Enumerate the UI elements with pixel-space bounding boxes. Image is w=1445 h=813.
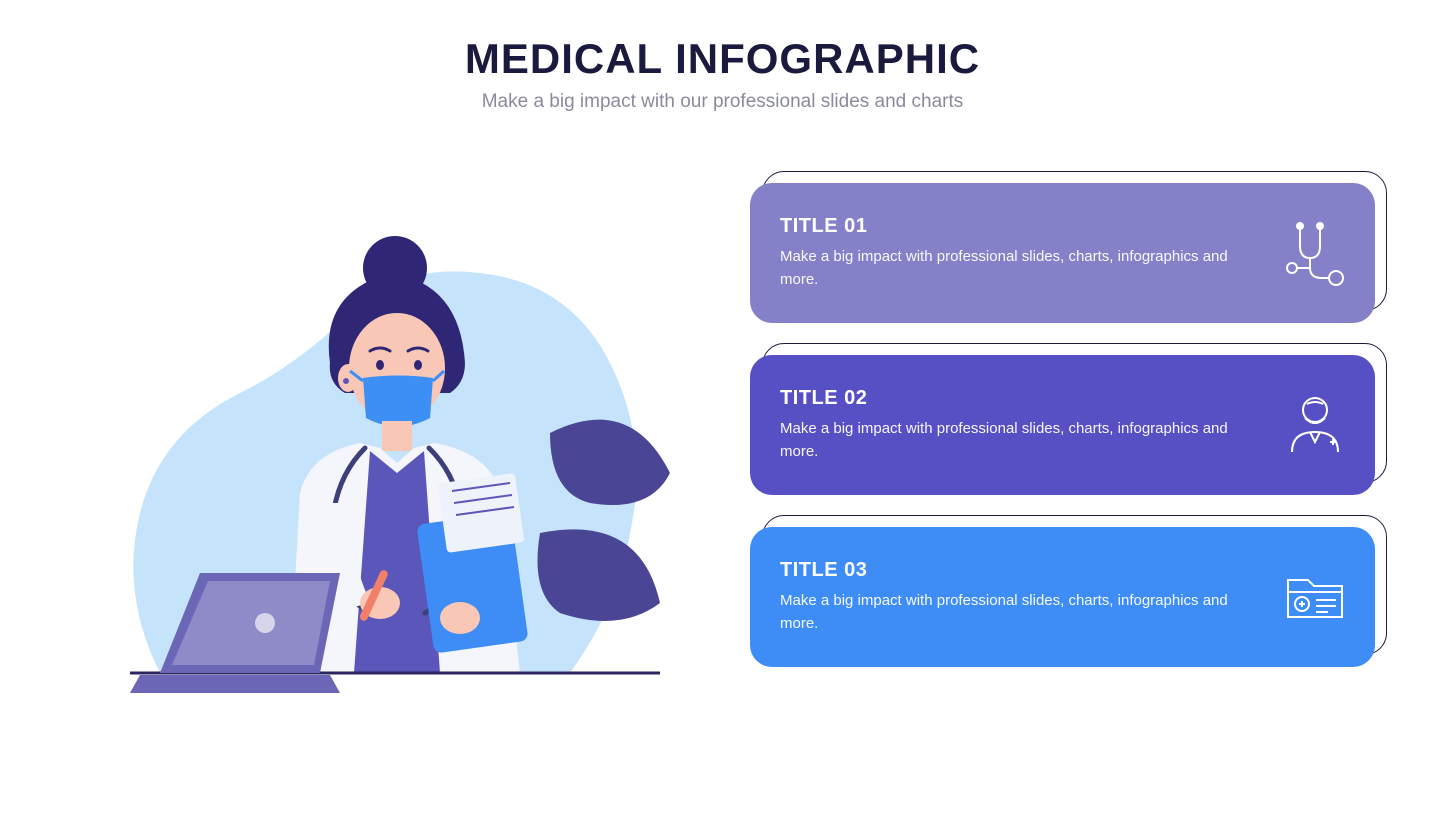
doctor-illustration [70, 173, 710, 713]
card-desc: Make a big impact with professional slid… [780, 418, 1265, 463]
info-card-3: TITLE 03 Make a big impact with professi… [750, 527, 1375, 667]
card-body: TITLE 02 Make a big impact with professi… [750, 355, 1375, 495]
card-desc: Make a big impact with professional slid… [780, 590, 1265, 635]
card-desc: Make a big impact with professional slid… [780, 246, 1265, 291]
cards-column: TITLE 01 Make a big impact with professi… [710, 173, 1375, 713]
card-body: TITLE 01 Make a big impact with professi… [750, 183, 1375, 323]
page-subtitle: Make a big impact with our professional … [0, 91, 1445, 113]
page-title: MEDICAL INFOGRAPHIC [0, 35, 1445, 83]
info-card-1: TITLE 01 Make a big impact with professi… [750, 183, 1375, 323]
card-title: TITLE 01 [780, 215, 1265, 238]
info-card-2: TITLE 02 Make a big impact with professi… [750, 355, 1375, 495]
card-body: TITLE 03 Make a big impact with professi… [750, 527, 1375, 667]
stethoscope-icon [1280, 218, 1350, 288]
card-title: TITLE 02 [780, 387, 1265, 410]
content-area: TITLE 01 Make a big impact with professi… [0, 173, 1445, 713]
medical-folder-icon [1280, 562, 1350, 632]
header: MEDICAL INFOGRAPHIC Make a big impact wi… [0, 0, 1445, 113]
card-title: TITLE 03 [780, 559, 1265, 582]
doctor-icon [1280, 390, 1350, 460]
